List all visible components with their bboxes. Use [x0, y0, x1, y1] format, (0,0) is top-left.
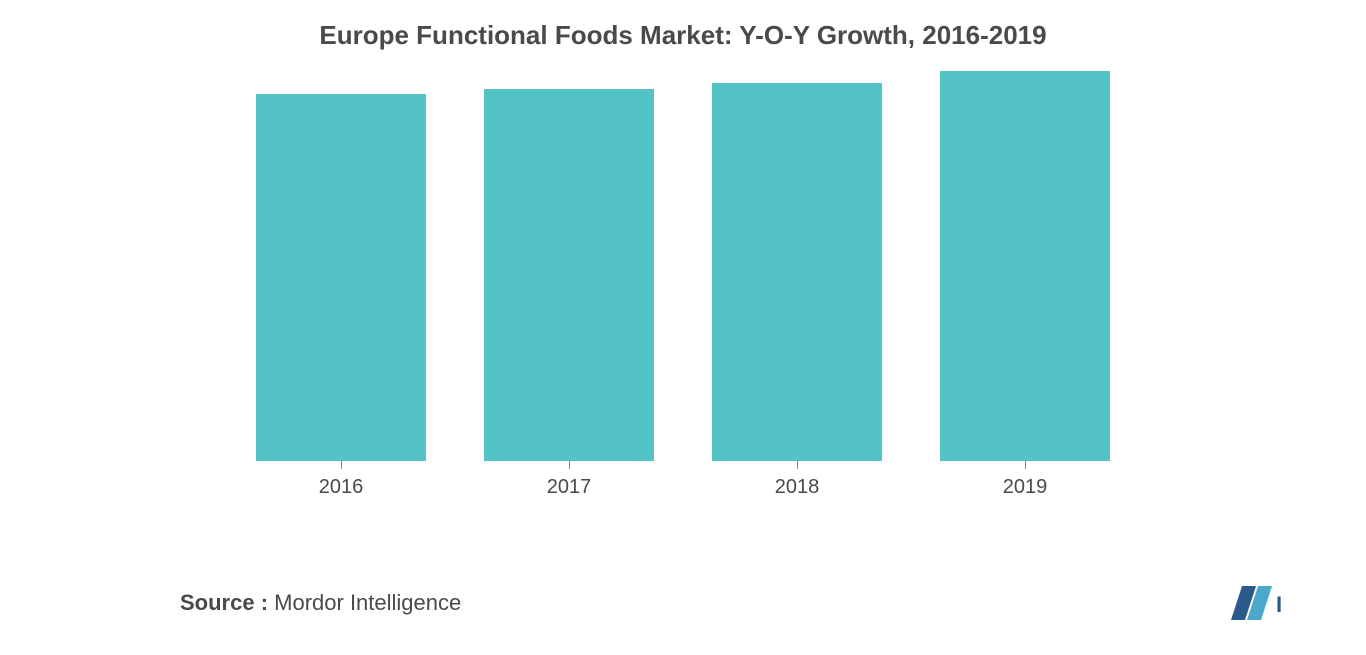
chart-area: 2016 2017 2018 2019	[0, 71, 1366, 531]
category-label: 2016	[256, 476, 426, 499]
bars-container	[0, 71, 1366, 461]
category-label: 2018	[712, 476, 882, 499]
source-text: Source : Mordor Intelligence	[180, 590, 461, 616]
labels-row: 2016 2017 2018 2019	[0, 476, 1366, 499]
bar-wrapper	[712, 71, 882, 461]
footer: Source : Mordor Intelligence I	[0, 580, 1366, 625]
tick	[484, 461, 654, 471]
mordor-logo-icon: I	[1226, 580, 1306, 625]
bar-2017	[484, 89, 654, 461]
svg-text:I: I	[1276, 592, 1282, 617]
bar-wrapper	[940, 71, 1110, 461]
bar-2016	[256, 94, 426, 461]
bar-2018	[712, 83, 882, 461]
tick	[712, 461, 882, 471]
tick	[940, 461, 1110, 471]
tick-line	[341, 461, 342, 469]
category-label: 2019	[940, 476, 1110, 499]
bar-wrapper	[484, 71, 654, 461]
chart-title: Europe Functional Foods Market: Y-O-Y Gr…	[0, 0, 1366, 61]
tick-line	[1025, 461, 1026, 469]
tick	[256, 461, 426, 471]
tick-line	[797, 461, 798, 469]
bar-2019	[940, 71, 1110, 461]
category-label: 2017	[484, 476, 654, 499]
source-label: Source :	[180, 590, 274, 615]
bar-wrapper	[256, 71, 426, 461]
tick-line	[569, 461, 570, 469]
tick-marks	[0, 461, 1366, 471]
source-name: Mordor Intelligence	[274, 590, 461, 615]
